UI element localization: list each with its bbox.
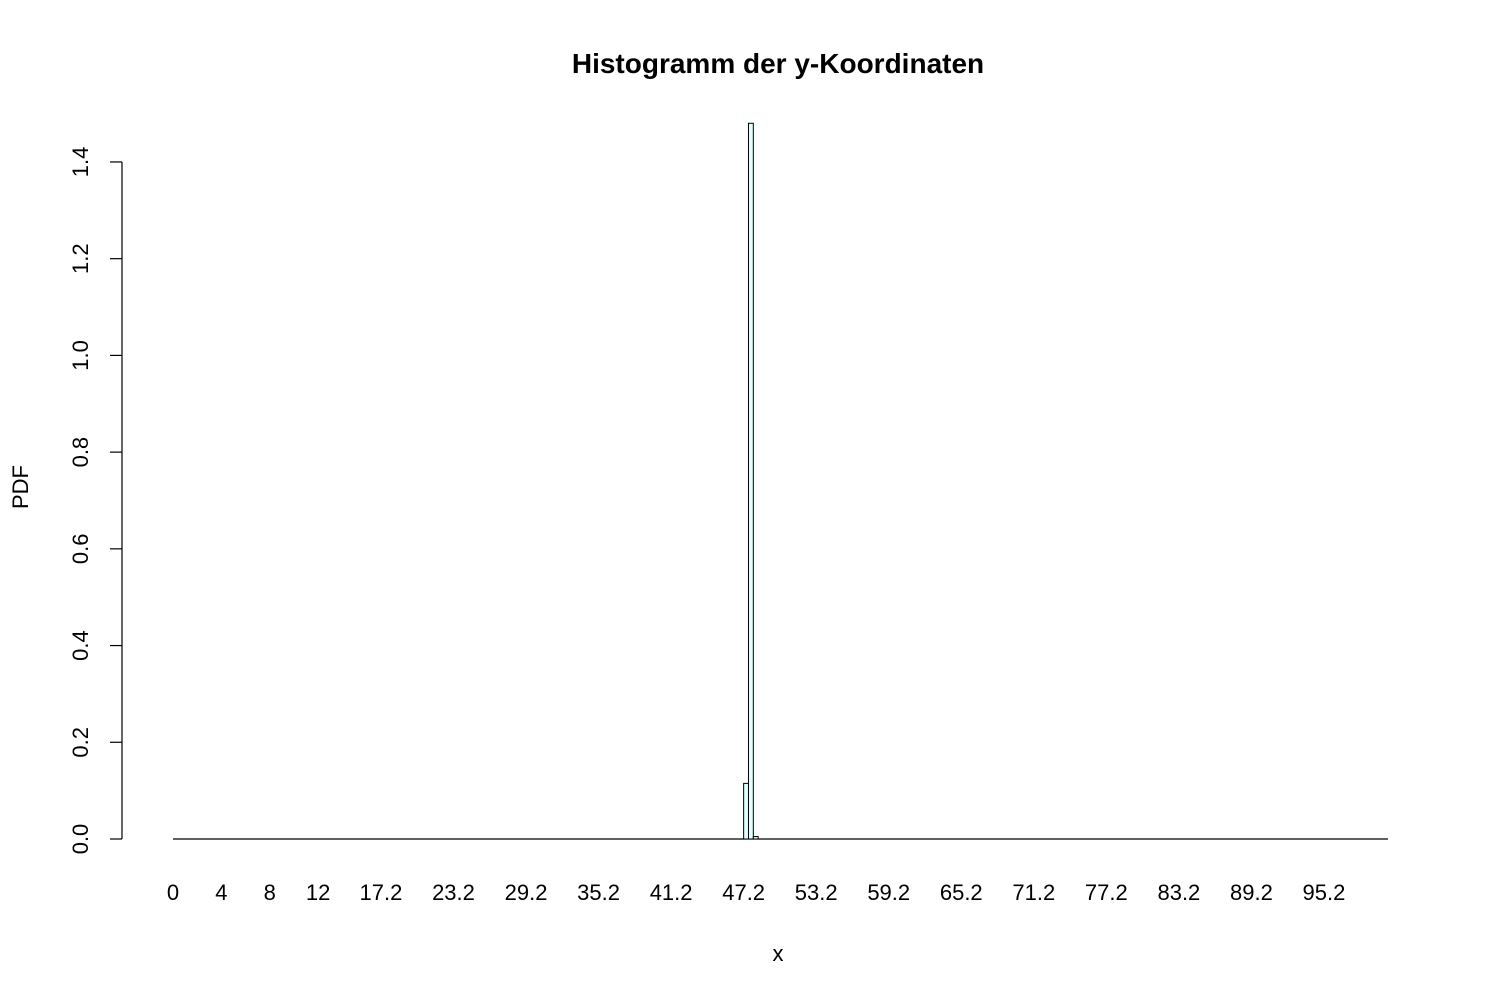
y-tick-label: 0.4 [68, 630, 93, 661]
x-tick-label: 4 [215, 880, 227, 905]
y-tick-label: 0.8 [68, 437, 93, 468]
y-tick-label: 0.6 [68, 534, 93, 565]
x-axis-label: x [773, 941, 784, 966]
x-tick-label: 77.2 [1085, 880, 1128, 905]
x-tick-label: 83.2 [1157, 880, 1200, 905]
x-tick-label: 95.2 [1303, 880, 1346, 905]
x-axis: 0 4 8 12 17.2 23.2 29.2 35.2 41.2 47.2 53.2 59.2 65.… [167, 838, 1388, 905]
x-tick-label: 65.2 [940, 880, 983, 905]
x-tick-label: 71.2 [1012, 880, 1055, 905]
y-tick-label: 0.2 [68, 727, 93, 758]
x-tick-label: 47.2 [722, 880, 765, 905]
x-tick-label: 17.2 [360, 880, 403, 905]
x-tick-label: 12 [306, 880, 330, 905]
y-axis: 0.0 0.2 0.4 0.6 0.8 1.0 1.2 1.4 [68, 147, 123, 855]
histogram-bar [743, 782, 749, 840]
x-tick-label: 35.2 [577, 880, 620, 905]
x-tick-label: 53.2 [795, 880, 838, 905]
histogram-bar [752, 836, 759, 840]
x-tick-label: 89.2 [1230, 880, 1273, 905]
x-tick-label: 23.2 [432, 880, 475, 905]
histogram-bar [747, 122, 754, 840]
y-tick-label: 1.0 [68, 340, 93, 371]
x-tick-label: 0 [167, 880, 179, 905]
y-axis-label: PDF [8, 465, 33, 509]
x-tick-label: 41.2 [650, 880, 693, 905]
y-tick-label: 0.0 [68, 824, 93, 855]
x-tick-label: 29.2 [505, 880, 548, 905]
x-tick-label: 8 [264, 880, 276, 905]
y-tick-label: 1.2 [68, 243, 93, 274]
y-tick-label: 1.4 [68, 147, 93, 178]
chart-title: Histogramm der y-Koordinaten [572, 48, 984, 79]
histogram-bars [743, 122, 759, 840]
x-tick-label: 59.2 [867, 880, 910, 905]
